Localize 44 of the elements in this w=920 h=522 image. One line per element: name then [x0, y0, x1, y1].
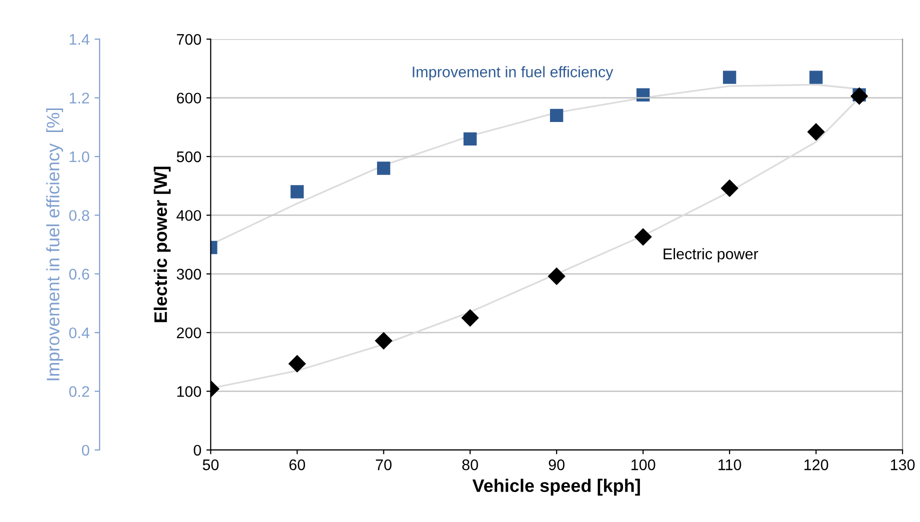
point — [721, 180, 738, 197]
point — [377, 162, 390, 175]
y-tick-label: 0 — [194, 444, 202, 456]
y-tick-label: 300 — [176, 268, 202, 280]
point — [722, 70, 736, 84]
point — [290, 185, 304, 198]
x-tick-label: 90 — [548, 459, 564, 470]
x-tick-label: 60 — [289, 459, 306, 470]
series-label: Electric power — [664, 248, 758, 262]
y2-tick-label: 0.8 — [69, 210, 90, 221]
y-tick-label: 500 — [176, 151, 202, 162]
y-tick-label: 700 — [176, 34, 202, 45]
x-tick-label: 110 — [718, 459, 742, 470]
y2-tick-label: 1.2 — [70, 92, 90, 104]
x-tick-label: 130 — [890, 459, 915, 470]
y2-tick-label: 1.0 — [70, 151, 90, 162]
y-tick-label: 400 — [176, 210, 202, 221]
x-axis-title: Vehicle speed [kph] — [472, 478, 640, 496]
y-tick-label: 200 — [176, 327, 202, 338]
y-axis-title: Electric power [W] — [154, 166, 171, 322]
point — [464, 132, 477, 146]
y2-tick-label: 0 — [82, 444, 90, 456]
point — [550, 108, 564, 122]
point — [634, 228, 652, 246]
y-tick-label: 100 — [177, 386, 202, 397]
point — [462, 309, 479, 326]
y2-axis-title: Improvement in fuel efficiency [%] — [46, 108, 64, 380]
x-tick-label: 120 — [804, 459, 828, 470]
point — [809, 70, 823, 84]
x-tick-label: 50 — [202, 459, 219, 470]
y2-tick-label: 0.6 — [69, 268, 90, 280]
series-label: Improvement in fuel efficiency — [412, 66, 614, 80]
point — [375, 332, 392, 350]
x-tick-label: 70 — [376, 459, 392, 470]
point — [850, 88, 868, 105]
point — [807, 123, 825, 140]
y2-tick-label: 1.4 — [70, 34, 90, 45]
y2-tick-label: 0.2 — [69, 386, 90, 397]
y-tick-label: 600 — [176, 92, 202, 104]
point — [288, 355, 306, 372]
x-tick-label: 100 — [632, 459, 656, 470]
point — [548, 268, 566, 285]
y2-tick-label: 0.4 — [69, 327, 90, 338]
x-tick-label: 80 — [462, 459, 478, 470]
